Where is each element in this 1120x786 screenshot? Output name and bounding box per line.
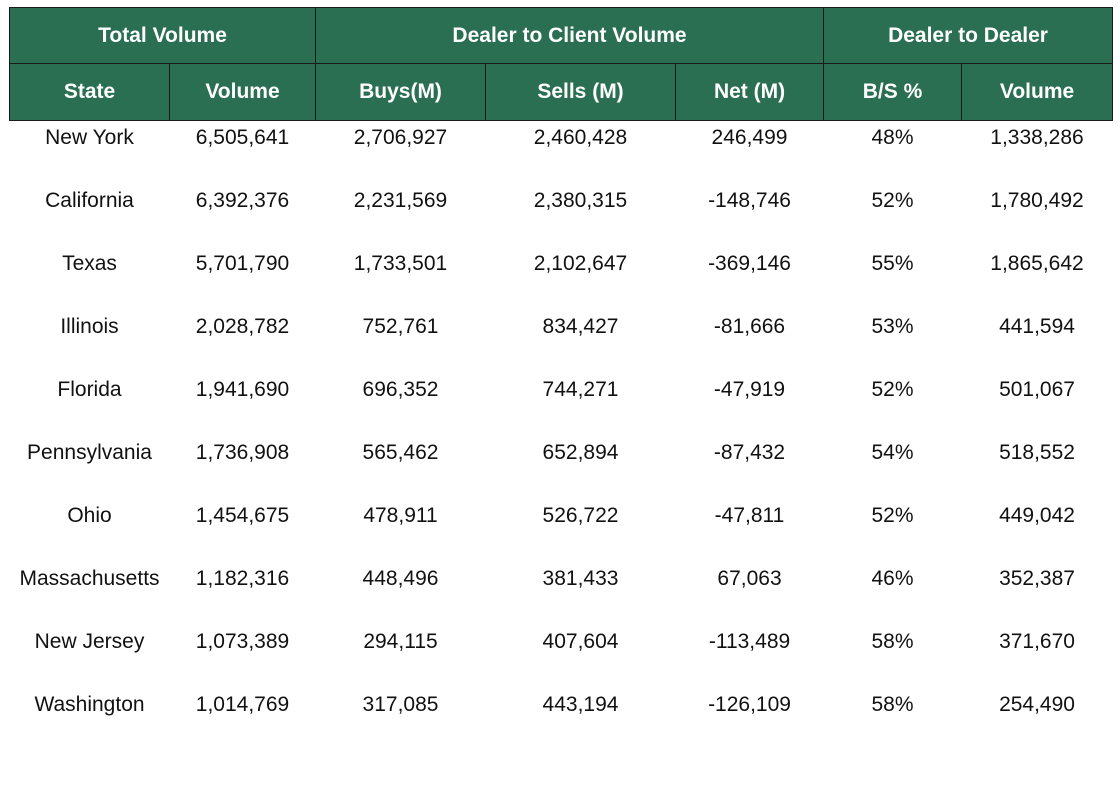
cell-dealer-volume: 254,490 [999,692,1075,716]
cell-state: California [45,188,134,212]
cell-state: Pennsylvania [27,440,152,464]
table-row: Massachusetts 1,182,316 448,496 381,433 … [10,562,1113,625]
cell-bs-percent: 48% [871,126,914,149]
cell-sells: 744,271 [542,377,619,401]
cell-volume: 5,701,790 [195,251,290,275]
cell-dealer-volume: 352,387 [999,566,1075,590]
cell-buys: 317,085 [362,692,439,716]
cell-bs-percent: 53% [871,314,914,338]
cell-bs-percent: 55% [871,251,914,275]
cell-dealer-volume: 1,865,642 [990,251,1084,275]
cell-sells: 407,604 [542,629,619,653]
cell-dealer-volume: 501,067 [999,377,1075,401]
cell-buys: 1,733,501 [353,251,448,275]
table-body: New York 6,505,641 2,706,927 2,460,428 2… [10,121,1113,751]
cell-net: -126,109 [708,692,791,716]
cell-net: -369,146 [708,251,791,275]
cell-state: Florida [57,377,122,401]
cell-bs-percent: 58% [871,692,914,716]
cell-state: Illinois [60,314,119,338]
cell-sells: 2,460,428 [533,126,628,149]
cell-net: -113,489 [708,629,791,653]
cell-volume: 1,941,690 [195,377,290,401]
column-header-net: Net (M) [675,63,825,121]
cell-buys: 752,761 [362,314,439,338]
cell-net: -87,432 [713,440,786,464]
column-header-buys: Buys(M) [315,63,487,121]
cell-dealer-volume: 1,780,492 [990,188,1084,212]
cell-net: 67,063 [717,566,782,590]
cell-sells: 526,722 [542,503,619,527]
table-row: Ohio 1,454,675 478,911 526,722 -47,811 5… [10,499,1113,562]
cell-buys: 478,911 [363,503,438,527]
cell-bs-percent: 52% [871,503,914,527]
table-header: Total Volume Dealer to Client Volume Dea… [8,7,1114,121]
cell-volume: 1,014,769 [195,692,290,716]
cell-bs-percent: 54% [871,440,914,464]
group-header-dealer-to-client: Dealer to Client Volume [315,7,825,64]
cell-dealer-volume: 518,552 [999,440,1075,464]
cell-net: -47,811 [714,503,785,527]
column-header-dealer-volume: Volume [961,63,1114,121]
cell-volume: 1,182,316 [195,566,290,590]
cell-bs-percent: 58% [871,629,914,653]
cell-volume: 1,454,675 [195,503,290,527]
table-row: California 6,392,376 2,231,569 2,380,315… [10,184,1113,247]
cell-net: -47,919 [713,377,786,401]
cell-state: Ohio [67,503,112,527]
cell-state: New York [45,126,134,149]
cell-volume: 1,073,389 [195,629,290,653]
cell-dealer-volume: 371,670 [999,629,1075,653]
cell-net: -148,746 [708,188,791,212]
cell-sells: 834,427 [542,314,619,338]
table-row: Pennsylvania 1,736,908 565,462 652,894 -… [10,436,1113,499]
cell-sells: 2,102,647 [533,251,628,275]
cell-sells: 443,194 [542,692,619,716]
cell-net: 246,499 [711,126,788,149]
table-row: Texas 5,701,790 1,733,501 2,102,647 -369… [10,247,1113,310]
cell-volume: 6,392,376 [195,188,290,212]
cell-dealer-volume: 441,594 [999,314,1075,338]
cell-buys: 448,496 [362,566,439,590]
column-header-state: State [9,63,170,121]
table-row: Washington 1,014,769 317,085 443,194 -12… [10,688,1113,751]
cell-state: Massachusetts [19,566,160,590]
cell-bs-percent: 52% [871,377,914,401]
cell-state: Washington [34,692,145,716]
cell-buys: 294,115 [363,629,438,653]
volume-table-container: Total Volume Dealer to Client Volume Dea… [8,7,1114,751]
column-header-volume: Volume [168,63,317,121]
cell-state: New Jersey [34,629,145,653]
cell-buys: 2,231,569 [353,188,448,212]
table-row: New Jersey 1,073,389 294,115 407,604 -11… [10,625,1113,688]
table-row: Florida 1,941,690 696,352 744,271 -47,91… [10,373,1113,436]
cell-state: Texas [62,251,117,275]
cell-bs-percent: 46% [871,566,914,590]
cell-sells: 652,894 [542,440,619,464]
table-row: Illinois 2,028,782 752,761 834,427 -81,6… [10,310,1113,373]
column-header-sells: Sells (M) [485,63,677,121]
column-header-bs-percent: B/S % [823,63,963,121]
cell-volume: 2,028,782 [195,314,290,338]
cell-volume: 6,505,641 [195,126,290,149]
group-header-row: Total Volume Dealer to Client Volume Dea… [8,7,1114,64]
cell-sells: 2,380,315 [533,188,628,212]
table-row: New York 6,505,641 2,706,927 2,460,428 2… [10,121,1113,184]
cell-bs-percent: 52% [871,188,914,212]
cell-dealer-volume: 1,338,286 [990,126,1084,149]
column-header-row: State Volume Buys(M) Sells (M) Net (M) B… [9,63,1114,121]
cell-buys: 2,706,927 [353,126,448,149]
cell-sells: 381,433 [542,566,619,590]
cell-buys: 565,462 [362,440,439,464]
cell-net: -81,666 [713,314,786,338]
state-volume-table: Total Volume Dealer to Client Volume Dea… [8,7,1114,751]
group-header-dealer-to-dealer: Dealer to Dealer [823,7,1114,64]
cell-volume: 1,736,908 [195,440,290,464]
cell-dealer-volume: 449,042 [999,503,1075,527]
group-header-total-volume: Total Volume [8,7,317,64]
cell-buys: 696,352 [362,377,439,401]
